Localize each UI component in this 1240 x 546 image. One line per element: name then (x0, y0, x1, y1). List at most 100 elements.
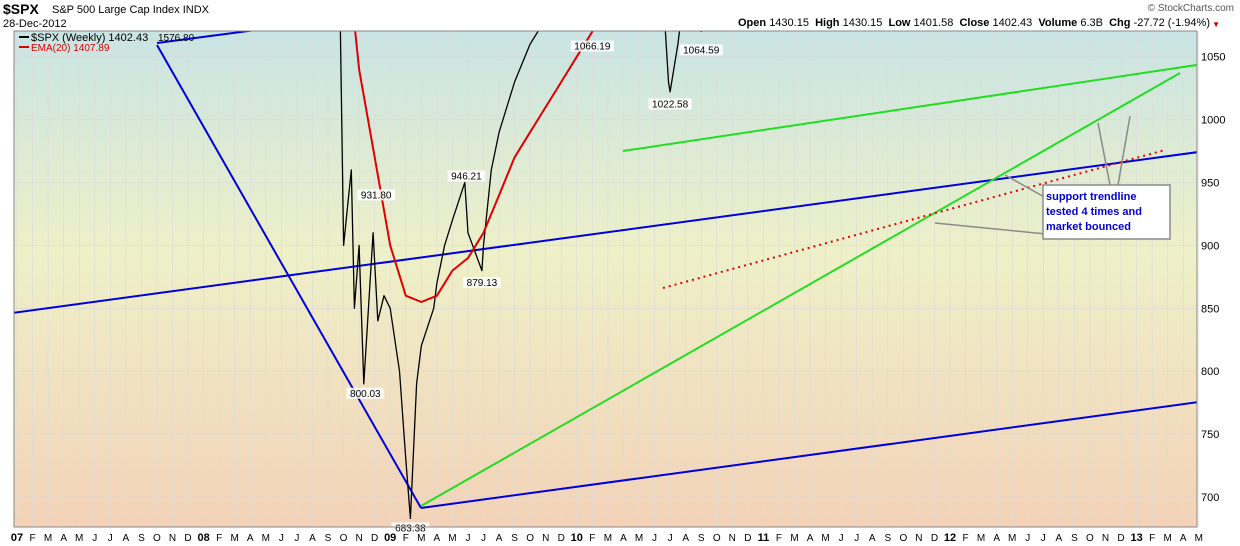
blue-trendline-bottom (420, 401, 1197, 509)
y-tick-label: 1050 (1201, 52, 1225, 64)
red-dotted-trendline (662, 149, 1166, 289)
x-tick-label: J (294, 533, 299, 544)
x-tick-label: D (184, 533, 191, 544)
x-tick-label: 11 (758, 532, 770, 544)
x-tick-label: O (340, 533, 348, 544)
x-tick-label: A (869, 533, 876, 544)
x-tick-label: N (542, 533, 549, 544)
value-label-box (346, 387, 385, 399)
x-tick-label: J (652, 533, 657, 544)
y-axis: 7007508008509009501000105011001150120012… (1201, 0, 1225, 504)
y-tick-label: 800 (1201, 366, 1219, 378)
x-tick-label: A (309, 533, 316, 544)
x-tick-label: A (496, 533, 503, 544)
x-tick-label: 12 (944, 532, 956, 544)
x-tick-label: M (604, 533, 612, 544)
x-tick-label: M (821, 533, 829, 544)
x-tick-label: J (668, 533, 673, 544)
x-tick-label: N (355, 533, 362, 544)
grid (14, 31, 1200, 527)
x-tick-label: 10 (571, 532, 583, 544)
x-tick-label: O (713, 533, 721, 544)
callout-text: tested 4 times and (1046, 206, 1142, 218)
x-tick-label: M (448, 533, 456, 544)
open-label: Open (738, 17, 767, 29)
x-tick-label: A (993, 533, 1000, 544)
plot-background (14, 31, 1197, 527)
x-tick-label: O (153, 533, 161, 544)
symbol: $SPX (3, 1, 39, 17)
x-tick-label: N (915, 533, 922, 544)
x-tick-label: A (247, 533, 254, 544)
callout-text: market bounced (1046, 221, 1131, 233)
high-label: High (815, 17, 840, 29)
value-label: 931.80 (361, 190, 392, 201)
value-label-box (648, 98, 692, 110)
x-tick-label: J (279, 533, 284, 544)
x-tick-label: J (854, 533, 859, 544)
ohlc-readout: Open 1430.15 High 1430.15 Low 1401.58 Cl… (738, 17, 1210, 29)
close-label: Close (959, 17, 990, 29)
y-tick-label: 1100 (1201, 0, 1225, 1)
x-tick-label: M (44, 533, 52, 544)
blue-trendline-drop (156, 44, 422, 509)
x-tick-label: A (620, 533, 627, 544)
exchange: INDX (182, 4, 209, 16)
index-name: S&P 500 Large Cap Index INDX (52, 4, 209, 16)
x-tick-label: F (1149, 533, 1155, 544)
x-tick-label: O (1086, 533, 1094, 544)
value-label-box (679, 44, 723, 56)
x-tick-label: D (1117, 533, 1124, 544)
callout-pointer (1097, 122, 1111, 186)
low-label: Low (888, 17, 911, 29)
peak-value-label: 1576.80 (158, 33, 195, 44)
x-tick-label: A (682, 533, 689, 544)
x-tick-label: M (635, 533, 643, 544)
x-tick-label: S (698, 533, 705, 544)
x-tick-label: M (231, 533, 239, 544)
plot-frame (13, 30, 1198, 528)
x-tick-label: J (108, 533, 113, 544)
value-label-box (447, 170, 486, 182)
x-tick-label: 08 (197, 532, 209, 544)
x-tick-label: F (589, 533, 595, 544)
x-tick-label: N (169, 533, 176, 544)
x-tick-label: M (75, 533, 83, 544)
x-tick-label: M (1195, 533, 1203, 544)
x-tick-label: A (1056, 533, 1063, 544)
low-value: 1401.58 (913, 17, 954, 29)
x-tick-label: J (92, 533, 97, 544)
chg-value: -27.72 (-1.94%) (1133, 17, 1210, 29)
callout-box (1042, 184, 1171, 240)
x-tick-label: M (1164, 533, 1172, 544)
trendlines (14, 31, 1197, 509)
value-label: 946.21 (451, 172, 482, 183)
value-label: 800.03 (350, 389, 381, 400)
x-tick-label: J (481, 533, 486, 544)
y-tick-label: 900 (1201, 240, 1219, 252)
callout-pointer (1117, 115, 1131, 186)
blue-trendline-mid (14, 151, 1197, 314)
x-tick-label: F (29, 533, 35, 544)
x-tick-label: 09 (384, 532, 396, 544)
green-trendline-support (420, 72, 1181, 507)
value-label-box (463, 277, 501, 289)
x-tick-label: F (403, 533, 409, 544)
legend-label: EMA(20) 1407.89 (31, 43, 110, 54)
value-label: 1066.19 (574, 42, 611, 53)
x-tick-label: S (511, 533, 518, 544)
chg-label: Chg (1109, 17, 1131, 29)
value-label-box (391, 522, 430, 534)
callout-pointer (1004, 174, 1047, 199)
green-trendline-upper (622, 63, 1197, 152)
annotations: 1433.061325.191288.141425.35931.80800.03… (346, 40, 1171, 534)
value-label: 683.38 (395, 523, 426, 534)
x-tick-label: J (839, 533, 844, 544)
legend-label: $SPX (Weekly) 1402.43 (31, 32, 148, 44)
x-tick-label: F (962, 533, 968, 544)
value-label: 879.13 (467, 278, 498, 289)
value-label-box (357, 189, 396, 201)
x-tick-label: D (371, 533, 378, 544)
x-tick-label: 13 (1130, 532, 1142, 544)
